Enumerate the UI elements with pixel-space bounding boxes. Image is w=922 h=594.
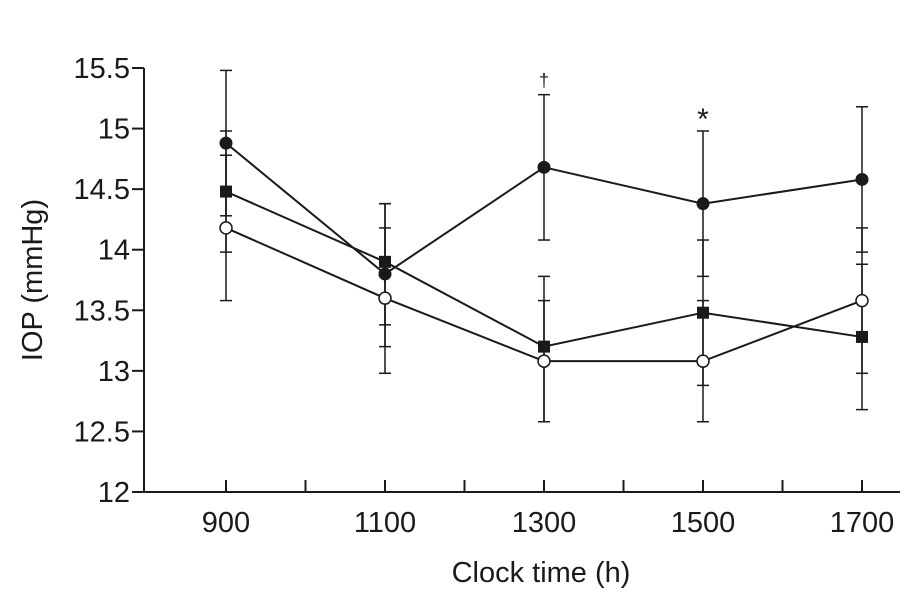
x-tick-label: 900 [202,507,250,539]
data-point-filled-circle [219,136,233,150]
data-point-filled-circle [378,267,392,281]
y-tick-label: 14 [98,235,130,267]
x-tick-label: 1100 [354,507,416,539]
data-point-filled-circle [537,160,551,174]
x-tick-label: 1500 [671,507,736,539]
y-tick-label: 13 [98,356,130,388]
y-tick-label: 12.5 [74,416,130,448]
y-tick-label: 15.5 [74,53,130,85]
y-tick-label: 13.5 [74,295,130,327]
x-tick-label: 1300 [512,507,577,539]
data-point-filled-square [538,340,550,353]
data-point-open-circle [696,354,710,368]
y-axis-title: IOP (mmHg) [17,199,49,361]
data-point-open-circle [537,354,551,368]
significance-dagger: † [539,71,549,91]
y-tick-label: 14.5 [74,174,130,206]
x-tick-label: 1700 [830,507,895,539]
y-tick-label: 15 [98,114,130,146]
axes [143,68,900,493]
y-ticks: 12 12.5 13 13.5 14 14.5 15 15.5 [74,53,144,509]
data-point-filled-square [856,330,868,343]
data-point-filled-square [697,306,709,319]
data-point-open-circle [219,221,233,235]
x-axis-title: Clock time (h) [452,557,631,589]
data-point-filled-square [379,255,391,268]
x-ticks: 900 1100 1300 1500 1700 [202,480,894,539]
data-point-filled-circle [855,172,869,186]
error-bars [220,69,868,423]
data-point-open-circle [378,291,392,305]
annotations: †* [539,71,709,136]
data-point-filled-circle [696,197,710,211]
markers [219,136,869,368]
data-point-open-circle [855,293,869,308]
data-point-filled-square [220,185,232,198]
significance-asterisk: * [697,103,709,136]
y-tick-label: 12 [98,477,130,509]
